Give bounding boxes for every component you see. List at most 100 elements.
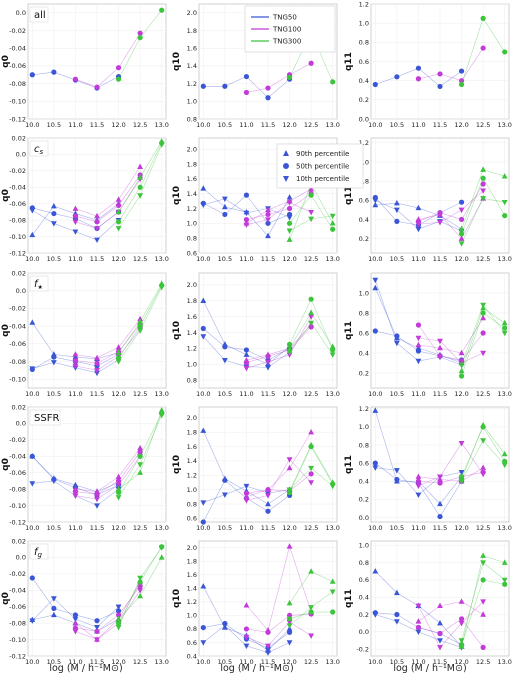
y-tick-label: -0.10 — [9, 375, 26, 383]
point-tng100-p10 — [72, 219, 79, 225]
point-tng300-p50 — [115, 620, 122, 626]
y-tick-label: 1.0 — [187, 220, 197, 228]
series-line-tng100-p90 — [418, 601, 484, 622]
point-tng100-p50 — [415, 478, 422, 484]
point-tng100-p50 — [94, 360, 100, 366]
point-tng300-p50 — [137, 579, 143, 585]
y-tick-label: 2.0 — [187, 9, 197, 17]
point-tng50-p50 — [243, 73, 250, 80]
point-tng50-p10 — [200, 500, 207, 506]
x-tick-label: 12.5 — [133, 255, 147, 263]
x-tick-label: 11.0 — [68, 524, 82, 532]
point-tng300-p50 — [159, 7, 165, 13]
point-tng300-p10 — [458, 638, 465, 644]
x-tick-label: 12.0 — [282, 255, 296, 263]
point-tng50-p10 — [94, 503, 100, 509]
point-tng300-p10 — [458, 479, 465, 485]
point-tng100-p50 — [308, 324, 314, 330]
y-axis-label: q11 — [344, 52, 354, 71]
legend-label-10th: 10th percentile — [296, 175, 349, 183]
point-tng300-p50 — [115, 219, 122, 225]
x-tick-label: 11.0 — [68, 255, 82, 263]
y-axis-label: q10 — [172, 321, 182, 340]
y-tick-label: -0.04 — [9, 184, 26, 192]
point-tng50-p90 — [200, 427, 207, 433]
point-tng100-p50 — [480, 330, 486, 336]
series-line-tng100-p50 — [418, 618, 484, 648]
x-tick-label: 10.5 — [47, 390, 61, 398]
point-tng300-p90 — [137, 592, 144, 599]
point-tng50-p50 — [200, 519, 206, 525]
point-tng100-p50 — [480, 644, 486, 650]
point-tng300-p50 — [308, 443, 314, 450]
point-tng50-p90 — [372, 284, 379, 291]
point-tng300-p10 — [308, 465, 315, 472]
point-tng50-p10 — [372, 465, 379, 471]
point-tng100-p90 — [308, 185, 315, 192]
point-tng100-p10 — [308, 480, 315, 486]
y-tick-label: 0.4 — [187, 652, 197, 660]
point-tng100-p90 — [115, 344, 122, 350]
y-tick-label: 1.8 — [187, 160, 197, 168]
y-tick-label: 0.4 — [359, 349, 369, 357]
x-tick-label: 10.5 — [218, 255, 232, 263]
point-tng100-p10 — [458, 620, 465, 627]
series-line-tng100-p90 — [418, 467, 484, 482]
series-line-tng100-p10 — [246, 316, 312, 369]
y-tick-label: 0.6 — [187, 515, 197, 523]
y-tick-label: 0.0 — [359, 628, 369, 636]
point-tng100-p50 — [94, 84, 100, 90]
series-line-tng100-p10 — [246, 458, 312, 501]
y-tick-label: 0.8 — [187, 500, 197, 508]
y-tick-label: 1.6 — [187, 313, 197, 321]
series-line-tng100-p50 — [418, 471, 484, 484]
y-tick-label: -0.02 — [9, 436, 26, 444]
point-tng100-p50 — [308, 471, 314, 477]
point-tng100-p90 — [72, 205, 79, 211]
series-line-tng100-p10 — [246, 621, 312, 647]
y-tick-label: -0.02 — [9, 27, 26, 35]
series-line-tng100-p90 — [246, 432, 312, 498]
y-tick-label: -0.12 — [9, 249, 26, 257]
point-tng300-p10 — [501, 330, 508, 337]
x-tick-label: 10.0 — [25, 390, 39, 398]
y-tick-label: 0.0 — [16, 9, 26, 17]
y-tick-label: 0.0 — [16, 287, 26, 295]
point-tng50-p50 — [394, 74, 400, 80]
point-tng50-p10 — [393, 468, 400, 474]
x-tick-label: 12.0 — [282, 524, 296, 532]
point-tng300-p50 — [502, 458, 508, 464]
x-tick-label: 11.5 — [433, 121, 447, 129]
series-line-tng100-p90 — [418, 198, 484, 240]
y-tick-label: 1.4 — [187, 585, 197, 593]
point-tng50-p10 — [50, 478, 57, 485]
point-tng300-p50 — [308, 192, 314, 198]
point-tng100-p10 — [415, 603, 422, 610]
point-tng100-p10 — [308, 314, 315, 320]
panel-r3-c1: 10.0 10.5 11.0 11.5 12.0 12.5 13.0 0.6 0.8 1.0 1.2… — [172, 406, 340, 532]
point-tng100-p50 — [72, 76, 79, 82]
x-tick-label: 10.5 — [218, 658, 232, 666]
series-line-tng100-p10 — [418, 190, 484, 225]
point-tng300-p10 — [115, 359, 122, 365]
point-tng300-p50 — [502, 325, 508, 331]
point-tng50-p50 — [394, 611, 400, 618]
x-tick-label: 10.0 — [368, 121, 382, 129]
y-tick-label: 0.6 — [187, 639, 197, 647]
point-tng50-p10 — [221, 196, 228, 203]
point-tng300-p50 — [330, 609, 336, 615]
point-tng300-p50 — [115, 355, 122, 361]
point-tng50-p50 — [222, 83, 228, 89]
point-tng300-p90 — [115, 208, 122, 215]
y-tick-label: 0.6 — [359, 576, 369, 584]
point-tng300-p50 — [137, 323, 143, 329]
point-tng50-p50 — [51, 605, 57, 611]
point-tng300-p10 — [501, 577, 508, 584]
point-tng300-p50 — [330, 226, 336, 232]
point-tng300-p90 — [480, 552, 487, 558]
point-tng100-p10 — [94, 496, 100, 503]
x-tick-label: 12.0 — [282, 121, 296, 129]
x-tick-label: 13.0 — [497, 390, 511, 398]
y-tick-label: 1.2 — [187, 345, 197, 353]
